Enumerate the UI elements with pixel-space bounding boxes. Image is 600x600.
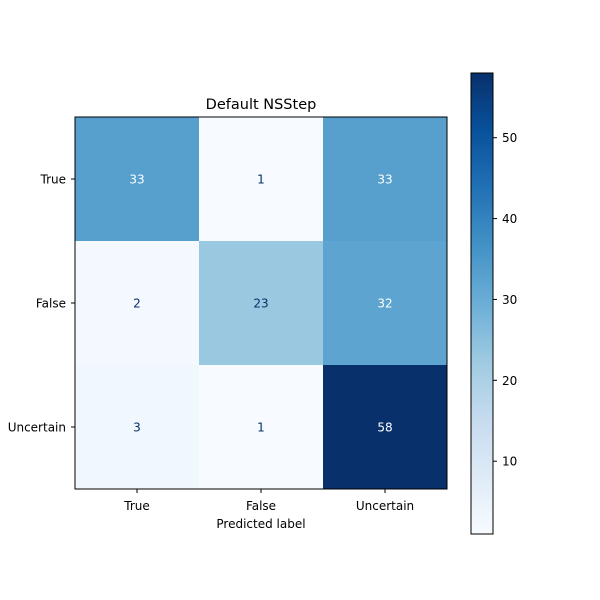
heatmap-cell — [323, 365, 448, 490]
y-tick-label: False — [36, 297, 66, 311]
heatmap-cell — [75, 117, 200, 242]
cell-value-label: 33 — [377, 173, 392, 187]
cell-value-label: 1 — [257, 173, 265, 187]
heatmap-cell — [75, 365, 200, 490]
x-axis-ticks: True False Uncertain — [123, 489, 414, 513]
colorbar-tick-label: 10 — [502, 455, 517, 469]
heatmap-cell — [75, 241, 200, 366]
cell-value-label: 23 — [253, 297, 268, 311]
colorbar-tick-label: 20 — [502, 374, 517, 388]
colorbar-tick-label: 50 — [502, 131, 517, 145]
cell-value-label: 1 — [257, 421, 265, 435]
heatmap-cell — [199, 365, 324, 490]
cell-value-label: 3 — [133, 421, 141, 435]
chart-title: Default NSStep — [206, 97, 317, 113]
heatmap-cell — [199, 117, 324, 242]
heatmap-cell — [323, 117, 448, 242]
x-tick-label: True — [123, 499, 150, 513]
cell-value-label: 32 — [377, 297, 392, 311]
y-axis-ticks: True False Uncertain — [8, 173, 75, 435]
x-axis-label: Predicted label — [216, 517, 305, 531]
colorbar — [470, 72, 494, 535]
y-tick-label: True — [40, 173, 67, 187]
cell-value-label: 33 — [129, 173, 144, 187]
y-tick-label: Uncertain — [8, 421, 66, 435]
colorbar-tick-label: 30 — [502, 293, 517, 307]
cell-value-labels: 33 1 332 23 323 1 58 — [129, 173, 392, 435]
x-tick-label: Uncertain — [356, 499, 414, 513]
x-tick-label: False — [246, 499, 276, 513]
heatmap-cell — [199, 241, 324, 366]
cell-value-label: 2 — [133, 297, 141, 311]
heatmap-cells — [75, 117, 448, 490]
colorbar-tick-label: 40 — [502, 212, 517, 226]
colorbar-ticks: 10 20 30 40 50 — [493, 131, 517, 469]
cell-value-label: 58 — [377, 421, 392, 435]
heatmap-cell — [323, 241, 448, 366]
